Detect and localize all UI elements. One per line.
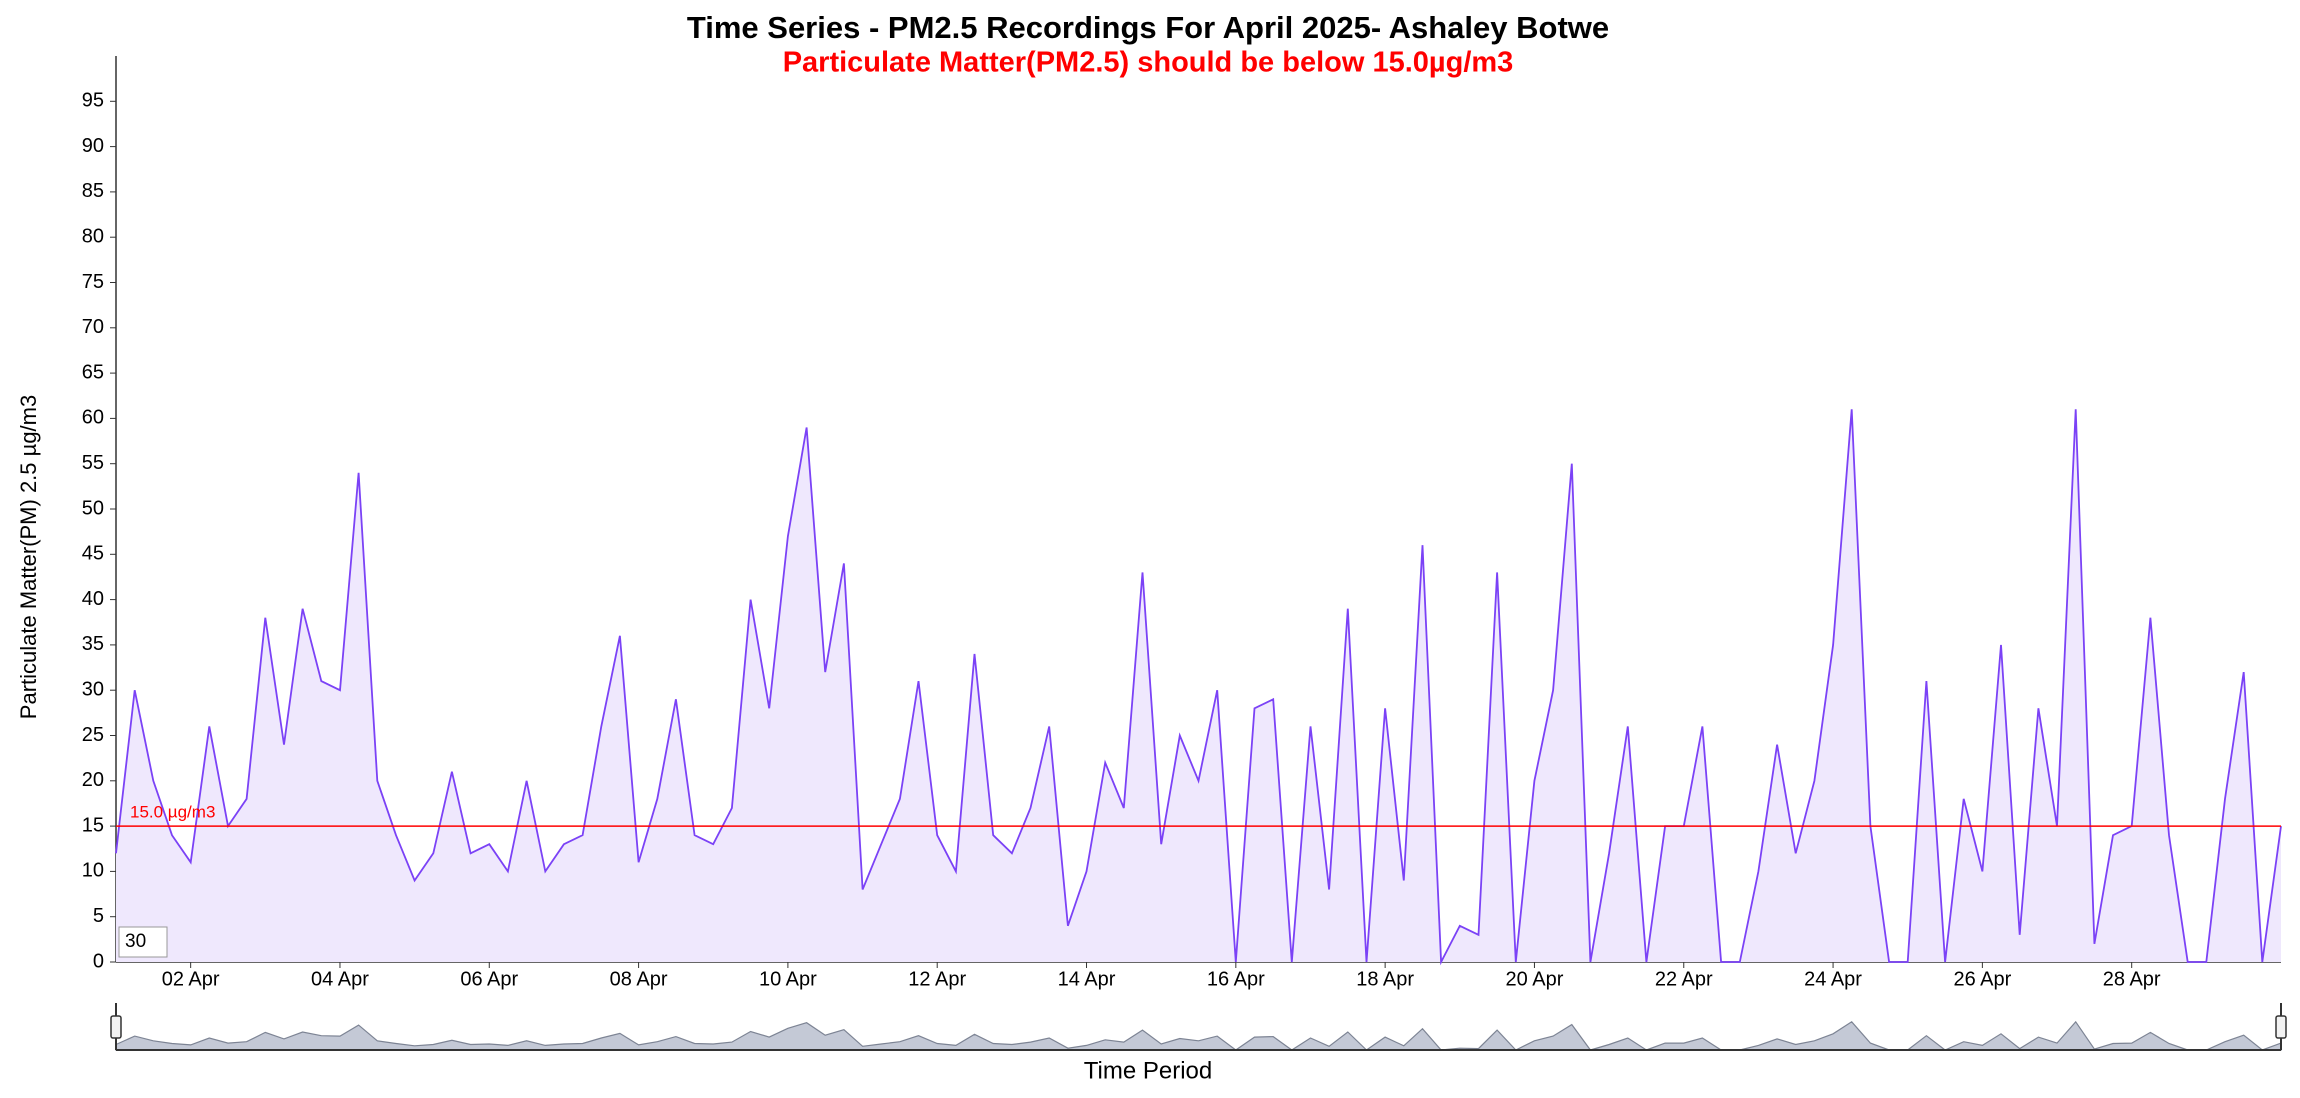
x-tick-label: 26 Apr bbox=[1953, 968, 2011, 990]
x-tick-label: 10 Apr bbox=[759, 968, 817, 990]
x-tick-label: 14 Apr bbox=[1058, 968, 1116, 990]
x-tick-label: 12 Apr bbox=[908, 968, 966, 990]
x-axis-title: Time Period bbox=[1084, 1057, 1212, 1084]
x-tick-label: 16 Apr bbox=[1207, 968, 1265, 990]
y-tick-label: 65 bbox=[82, 361, 104, 383]
y-tick-label: 20 bbox=[82, 769, 104, 791]
navigator-area bbox=[115, 1020, 2282, 1051]
navigator-handle[interactable] bbox=[110, 1015, 122, 1039]
y-tick-label: 85 bbox=[82, 180, 104, 202]
y-tick-label: 40 bbox=[82, 588, 104, 610]
y-tick-label: 55 bbox=[82, 452, 104, 474]
y-tick-label: 0 bbox=[93, 950, 104, 972]
x-tick-label: 02 Apr bbox=[162, 968, 220, 990]
x-tick-label: 18 Apr bbox=[1356, 968, 1414, 990]
y-tick-label: 95 bbox=[82, 90, 104, 112]
x-tick-label: 22 Apr bbox=[1655, 968, 1713, 990]
line bbox=[115, 409, 2282, 966]
y-tick-label: 25 bbox=[82, 724, 104, 746]
y-tick-label: 70 bbox=[82, 316, 104, 338]
y-tick-label: 30 bbox=[82, 678, 104, 700]
x-tick-label: 24 Apr bbox=[1804, 968, 1862, 990]
y-tick-label: 60 bbox=[82, 407, 104, 429]
y-tick-label: 75 bbox=[82, 271, 104, 293]
x-tick-label: 06 Apr bbox=[460, 968, 518, 990]
x-tick-label: 20 Apr bbox=[1506, 968, 1564, 990]
y-axis-title: Particulate Matter(PM) 2.5 µg/m3 bbox=[16, 395, 41, 719]
x-tick-label: 28 Apr bbox=[2103, 968, 2161, 990]
zoom-input[interactable]: 30 bbox=[125, 931, 146, 952]
y-tick-label: 50 bbox=[82, 497, 104, 519]
threshold-label: 15.0 µg/m3 bbox=[130, 803, 215, 822]
navigator-handle[interactable] bbox=[2275, 1015, 2287, 1039]
y-tick-label: 10 bbox=[82, 860, 104, 882]
chart-subtitle: Particulate Matter(PM2.5) should be belo… bbox=[783, 47, 1514, 79]
y-tick-label: 5 bbox=[93, 905, 104, 927]
x-tick-label: 04 Apr bbox=[311, 968, 369, 990]
y-tick-label: 35 bbox=[82, 633, 104, 655]
y-tick-label: 15 bbox=[82, 814, 104, 836]
y-tick-label: 80 bbox=[82, 225, 104, 247]
x-tick-label: 08 Apr bbox=[610, 968, 668, 990]
y-tick-label: 90 bbox=[82, 135, 104, 157]
area bbox=[116, 409, 2281, 962]
chart-title: Time Series - PM2.5 Recordings For April… bbox=[687, 10, 1609, 45]
zoom-input-box[interactable] bbox=[118, 926, 168, 958]
y-tick-label: 45 bbox=[82, 543, 104, 565]
